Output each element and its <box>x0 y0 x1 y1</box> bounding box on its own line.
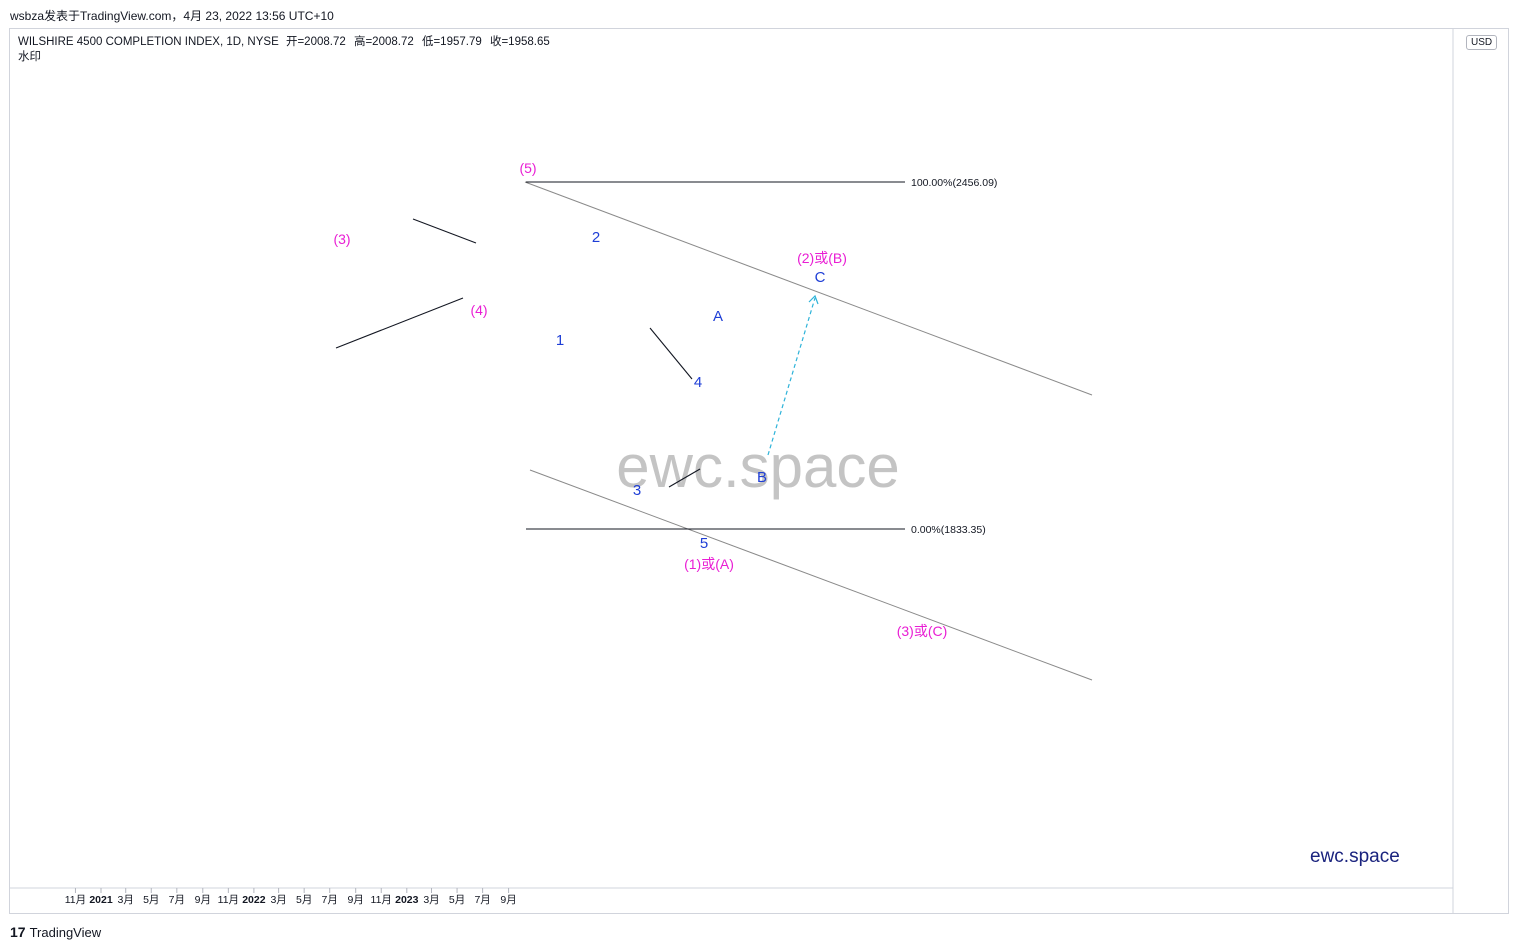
site-tag-text: ewc.space <box>1310 846 1400 867</box>
tradingview-logo-icon: 17 <box>10 924 26 940</box>
time-tick-label: 3月 <box>423 894 439 906</box>
time-tick-label: 7月 <box>474 894 490 906</box>
wave-label-blue: 5 <box>700 535 708 552</box>
wave-label-pink: (4) <box>470 302 487 318</box>
symbol-legend: WILSHIRE 4500 COMPLETION INDEX, 1D, NYSE… <box>18 35 555 65</box>
time-tick-label: 3月 <box>270 894 286 906</box>
wave-label-blue: C <box>815 269 826 286</box>
wave-label-blue: B <box>757 469 767 486</box>
wave-label-blue: A <box>713 308 723 325</box>
wave-label-blue: 4 <box>694 374 702 391</box>
publisher-header: wsbza发表于TradingView.com，4月 23, 2022 13:5… <box>10 9 334 23</box>
wave-label-blue: 2 <box>592 229 600 246</box>
wave-label-pink: (2)或(B) <box>797 250 847 266</box>
wave-label-pink: (3) <box>333 231 350 247</box>
wave-label-blue: 1 <box>556 332 564 349</box>
wave-label-pink: (1)或(A) <box>684 556 734 572</box>
time-tick-label: 9月 <box>500 894 516 906</box>
triangle-lower-line <box>335 297 464 349</box>
time-tick-label: 2021 <box>89 894 113 906</box>
ohlc-high: 高=2008.72 <box>353 36 414 48</box>
watermark-study-label[interactable]: 水印 <box>18 51 41 63</box>
time-tick-label: 11月 <box>218 894 239 906</box>
ohlc-low: 低=1957.79 <box>421 36 482 48</box>
time-tick-label: 7月 <box>169 894 185 906</box>
wedge-lower-line <box>668 468 701 488</box>
tradingview-brand[interactable]: 17 TradingView <box>10 924 101 940</box>
ohlc-values: 开=2008.72 高=2008.72 低=1957.79 收=1958.65 <box>286 36 555 48</box>
currency-button[interactable]: USD <box>1466 35 1498 50</box>
time-tick-label: 9月 <box>348 894 364 906</box>
time-tick-label: 9月 <box>195 894 211 906</box>
fib-100-label: 100.00%(2456.09) <box>911 177 997 189</box>
time-tick-label: 7月 <box>322 894 338 906</box>
time-tick-label: 3月 <box>118 894 134 906</box>
time-tick-label: 5月 <box>296 894 312 906</box>
channel-lower-line <box>529 469 1093 681</box>
symbol-title[interactable]: WILSHIRE 4500 COMPLETION INDEX, 1D, NYSE <box>18 36 279 48</box>
tradingview-name: TradingView <box>29 925 102 940</box>
fib-0-label: 0.00%(1833.35) <box>911 524 986 536</box>
ohlc-close: 收=1958.65 <box>489 36 550 48</box>
time-tick-label: 5月 <box>449 894 465 906</box>
triangle-upper-line <box>412 218 477 244</box>
chart-frame <box>9 28 1509 914</box>
time-tick-label: 2022 <box>242 894 266 906</box>
projection-arrow-line <box>767 297 816 456</box>
channel-upper-line <box>524 181 1093 396</box>
time-tick-label: 2023 <box>395 894 419 906</box>
wave-label-pink: (5) <box>519 160 536 176</box>
watermark-text: ewc.space <box>616 433 899 500</box>
ohlc-open: 开=2008.72 <box>285 36 346 48</box>
time-tick-label: 11月 <box>65 894 86 906</box>
projection-arrowhead-icon <box>808 294 819 305</box>
time-tick-label: 5月 <box>143 894 159 906</box>
wave-label-pink: (3)或(C) <box>897 623 948 639</box>
time-tick-label: 11月 <box>371 894 392 906</box>
wedge-upper-line <box>649 327 693 380</box>
wave-label-blue: 3 <box>633 482 641 499</box>
